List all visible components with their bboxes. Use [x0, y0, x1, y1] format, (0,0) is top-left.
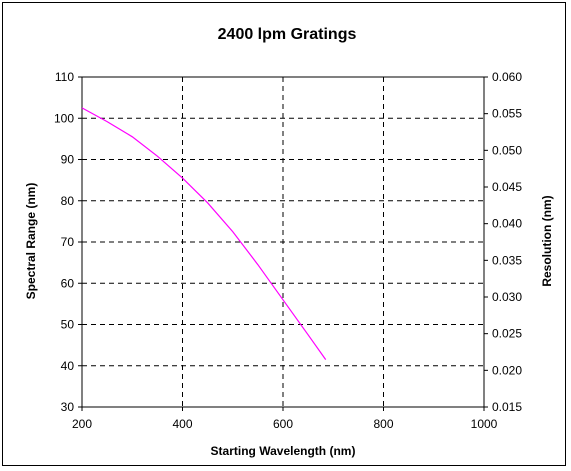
- chart-title: 2400 lpm Gratings: [218, 26, 357, 43]
- grid: [82, 77, 484, 407]
- x-tick-label: 400: [172, 417, 192, 431]
- y-tick-label: 50: [61, 318, 75, 332]
- x-tick-label: 600: [273, 417, 293, 431]
- y2-tick-label: 0.045: [492, 180, 522, 194]
- series: [81, 107, 327, 360]
- y-tick-label: 60: [61, 276, 75, 290]
- x-tick-label: 1000: [471, 417, 498, 431]
- x-axis-title: Starting Wavelength (nm): [211, 444, 356, 458]
- y2-tick-label: 0.030: [492, 290, 522, 304]
- ticks: [78, 76, 488, 411]
- y2-tick-label: 0.040: [492, 217, 522, 231]
- y2-tick-label: 0.015: [492, 400, 522, 414]
- y-tick-label: 30: [61, 400, 75, 414]
- y2-tick-label: 0.055: [492, 107, 522, 121]
- y2-tick-label: 0.035: [492, 253, 522, 267]
- tick-labels: 30 40 50 60 70 80 90 100 110 200 400 600 800 1000 0.01…: [54, 70, 522, 431]
- chart-frame: [2, 2, 566, 466]
- x-tick-label: 800: [373, 417, 393, 431]
- y-tick-label: 90: [61, 153, 75, 167]
- y-tick-label: 70: [61, 235, 75, 249]
- y-tick-label: 110: [55, 70, 74, 84]
- y2-tick-label: 0.020: [492, 363, 522, 377]
- series-line: [81, 107, 327, 360]
- y2-tick-label: 0.060: [492, 70, 522, 84]
- y-tick-label: 100: [54, 111, 74, 125]
- y2-tick-label: 0.025: [492, 327, 522, 341]
- y2-axis-title: Resolution (nm): [540, 195, 554, 286]
- x-tick-label: 200: [72, 417, 92, 431]
- y-tick-label: 40: [61, 359, 75, 373]
- y2-tick-label: 0.050: [492, 143, 522, 157]
- y-tick-label: 80: [61, 194, 75, 208]
- y-axis-title: Spectral Range (nm): [24, 183, 38, 300]
